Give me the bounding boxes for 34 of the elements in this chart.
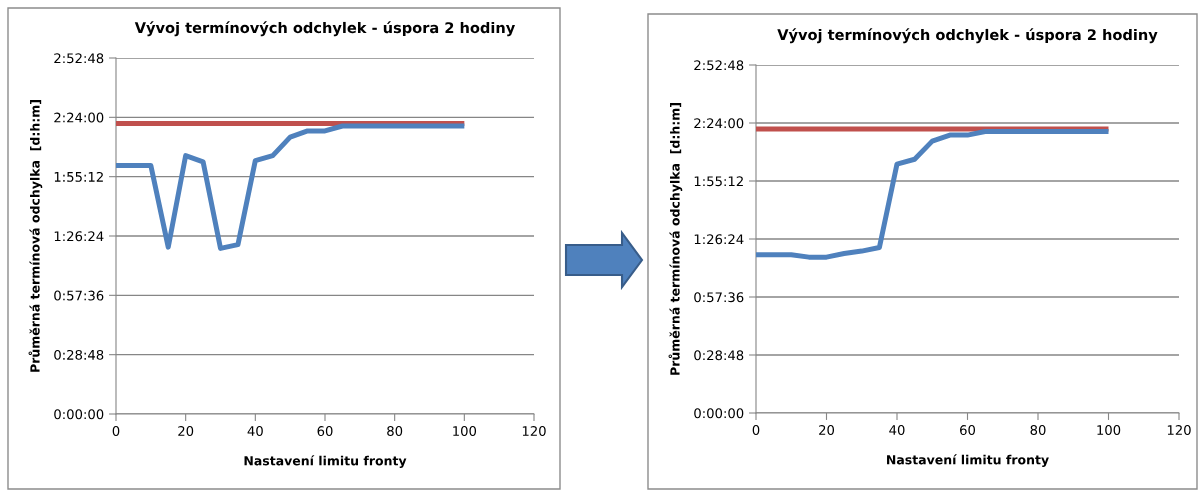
x-tick-label: 40	[247, 426, 263, 437]
y-tick-label: 0:57:36	[694, 292, 744, 303]
y-tick-label: 2:52:48	[694, 60, 744, 71]
y-tick-label: 0:28:48	[54, 349, 104, 360]
y-axis-title: Průměrná termínová odchylka [d:h:m]	[28, 100, 43, 372]
x-tick-label: 0	[752, 425, 760, 436]
y-tick-label: 2:52:48	[54, 53, 104, 64]
x-tick-label: 120	[522, 426, 546, 437]
x-tick-label: 60	[317, 426, 333, 437]
y-tick-label: 1:26:24	[54, 231, 104, 242]
x-tick-label: 20	[819, 425, 835, 436]
y-tick-label: 0:00:00	[54, 409, 104, 420]
x-tick-label: 120	[1167, 425, 1191, 436]
chart-title: Vývoj termínových odchylek - úspora 2 hodiny	[134, 21, 515, 37]
x-tick-label: 80	[1030, 425, 1046, 436]
x-tick-label: 0	[112, 426, 120, 437]
x-tick-label: 40	[889, 425, 905, 436]
y-tick-label: 2:24:00	[694, 118, 744, 129]
x-tick-label: 100	[453, 426, 477, 437]
y-tick-label: 1:55:12	[54, 171, 103, 182]
y-axis-title: Průměrná termínová odchylka [d:h:m]	[668, 103, 683, 375]
chart-title: Vývoj termínových odchylek - úspora 2 hodiny	[777, 28, 1158, 44]
x-tick-label: 20	[178, 426, 194, 437]
x-tick-label: 100	[1097, 425, 1121, 436]
x-axis-title: Nastavení limitu fronty	[887, 454, 1049, 467]
y-tick-label: 2:24:00	[54, 112, 104, 123]
x-tick-label: 60	[960, 425, 976, 436]
y-tick-label: 1:55:12	[694, 176, 743, 187]
y-tick-label: 0:00:00	[694, 408, 744, 419]
x-tick-label: 80	[387, 426, 403, 437]
y-tick-label: 0:28:48	[694, 350, 744, 361]
x-axis-title: Nastavení limitu fronty	[244, 455, 407, 468]
y-tick-label: 0:57:36	[54, 290, 104, 301]
y-tick-label: 1:26:24	[694, 234, 744, 245]
